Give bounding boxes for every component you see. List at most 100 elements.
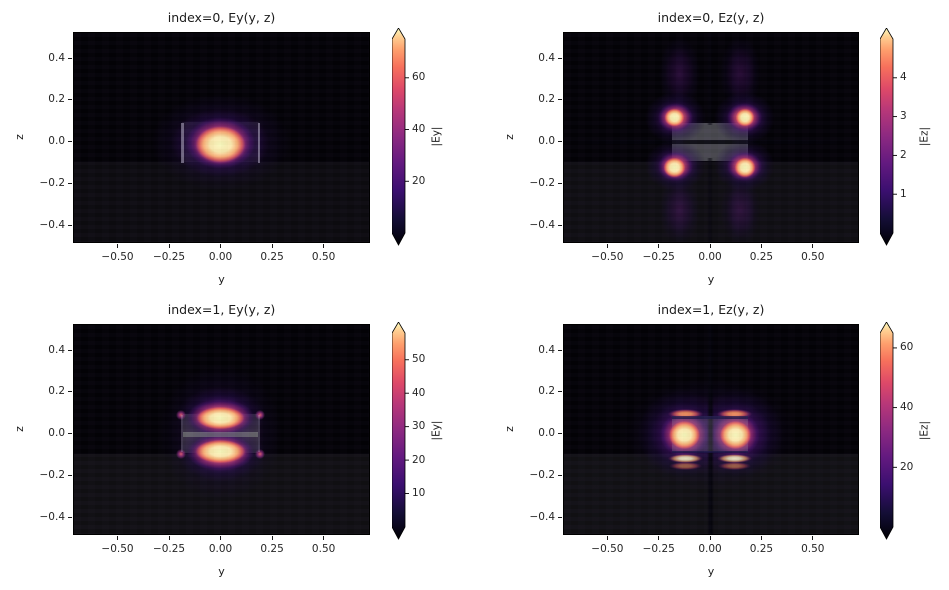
field-feature-core [668, 419, 701, 450]
field-feature-edgebar [257, 415, 261, 453]
colorbar-tick-label: 30 [412, 420, 426, 433]
x-tick-label: −0.25 [152, 251, 186, 263]
y-tickmark [558, 474, 562, 476]
x-tick-label: −0.50 [591, 251, 624, 263]
y-tick-label: 0.0 [48, 135, 65, 148]
colorbar-tick-label: 60 [412, 71, 426, 84]
colorbar-svg [391, 27, 409, 246]
colorbar-tick-label: 40 [412, 386, 426, 399]
x-tickmark [117, 536, 119, 540]
x-axis-label: y [218, 273, 225, 286]
x-axis-label: y [707, 273, 715, 286]
field-feature-streak [718, 461, 751, 470]
y-tick-label: 0.2 [48, 385, 65, 398]
field-feature-darkv [706, 324, 714, 535]
x-tick-label: 0.50 [801, 543, 825, 555]
y-tick-label: 0.4 [538, 343, 555, 356]
x-tick-label: −0.50 [101, 251, 134, 263]
y-tick-label: −0.4 [39, 510, 66, 523]
colorbar-svg [879, 321, 897, 540]
y-tickmark [558, 57, 562, 59]
y-tickmark [558, 516, 562, 518]
field-feature-dot [255, 449, 265, 459]
y-tickmark [68, 349, 72, 351]
x-tickmark [709, 536, 711, 540]
x-tickmark [220, 536, 222, 540]
y-tick-label: 0.2 [538, 93, 555, 106]
y-tickmark [558, 349, 562, 351]
plot-title: index=0, Ez(y, z) [657, 9, 765, 25]
field-feature-core [663, 157, 686, 178]
x-tick-label: 0.00 [208, 251, 233, 263]
x-tick-label: −0.25 [642, 543, 675, 555]
colorbar-tick-label: 4 [900, 71, 907, 84]
y-tick-label: 0.0 [48, 427, 65, 440]
field-feature-edgebar [257, 123, 261, 164]
y-tick-label: −0.4 [529, 218, 556, 231]
colorbar-tick-label: 20 [412, 174, 426, 187]
field-feature-streak [717, 453, 752, 464]
x-tickmark [168, 244, 170, 248]
field-feature-darkh [564, 139, 857, 144]
y-tick-label: 0.0 [538, 135, 555, 148]
colorbar-tick-label: 1 [900, 187, 907, 200]
y-tick-label: 0.0 [538, 427, 555, 440]
x-tick-label: 0.25 [749, 251, 774, 263]
x-tick-label: −0.25 [642, 251, 675, 263]
colorbar-tick-label: 60 [900, 341, 914, 354]
x-tickmark [760, 536, 762, 540]
y-tickmark [68, 182, 72, 184]
colorbar-tick-label: 40 [900, 401, 914, 414]
x-tick-label: −0.50 [591, 543, 624, 555]
y-tick-label: 0.2 [48, 93, 65, 106]
heatmap-canvas [73, 31, 370, 243]
x-tickmark [658, 244, 660, 248]
colorbar [391, 27, 410, 246]
x-tickmark [606, 244, 608, 248]
y-tick-label: 0.2 [538, 385, 555, 398]
x-tickmark [323, 244, 325, 248]
colorbar-tick-label: 2 [900, 148, 907, 161]
field-feature-edgebar [180, 123, 184, 164]
colorbar [879, 321, 898, 540]
x-tickmark [271, 244, 273, 248]
x-tickmark [220, 244, 222, 248]
y-tickmark [558, 141, 562, 143]
y-tick-label: −0.2 [39, 176, 66, 189]
field-feature-darkv [707, 158, 714, 243]
x-tick-label: 0.25 [749, 543, 774, 555]
y-tick-label: −0.4 [39, 218, 66, 231]
field-feature-core [664, 107, 685, 127]
y-tickmark [68, 224, 72, 226]
x-tick-label: 0.50 [801, 251, 825, 263]
y-tick-label: −0.2 [39, 468, 66, 481]
x-tickmark [709, 244, 711, 248]
field-feature-edgebar [180, 415, 184, 453]
y-tick-label: 0.4 [538, 51, 555, 64]
y-tick-label: −0.4 [529, 510, 556, 523]
colorbar [879, 27, 898, 246]
y-tickmark [68, 474, 72, 476]
heatmap-canvas [73, 323, 370, 535]
y-tick-label: −0.2 [529, 468, 556, 481]
y-tick-label: 0.4 [48, 51, 65, 64]
y-tickmark [68, 391, 72, 393]
y-tickmark [558, 433, 562, 435]
plot-title: index=1, Ez(y, z) [657, 301, 765, 317]
x-tick-label: 0.25 [260, 543, 284, 555]
x-tick-label: 0.50 [311, 543, 336, 555]
x-tickmark [658, 536, 660, 540]
y-tickmark [68, 141, 72, 143]
field-feature-streak [717, 409, 752, 419]
x-tickmark [117, 244, 119, 248]
field-feature-streak [669, 461, 702, 470]
colorbar-tick-label: 10 [412, 487, 426, 500]
field-feature-dot [255, 409, 265, 420]
y-tick-label: −0.2 [529, 176, 556, 189]
x-tickmark [168, 536, 170, 540]
x-tickmark [760, 244, 762, 248]
y-tickmark [558, 391, 562, 393]
x-tickmark [812, 536, 814, 540]
field-feature-core [193, 439, 248, 465]
